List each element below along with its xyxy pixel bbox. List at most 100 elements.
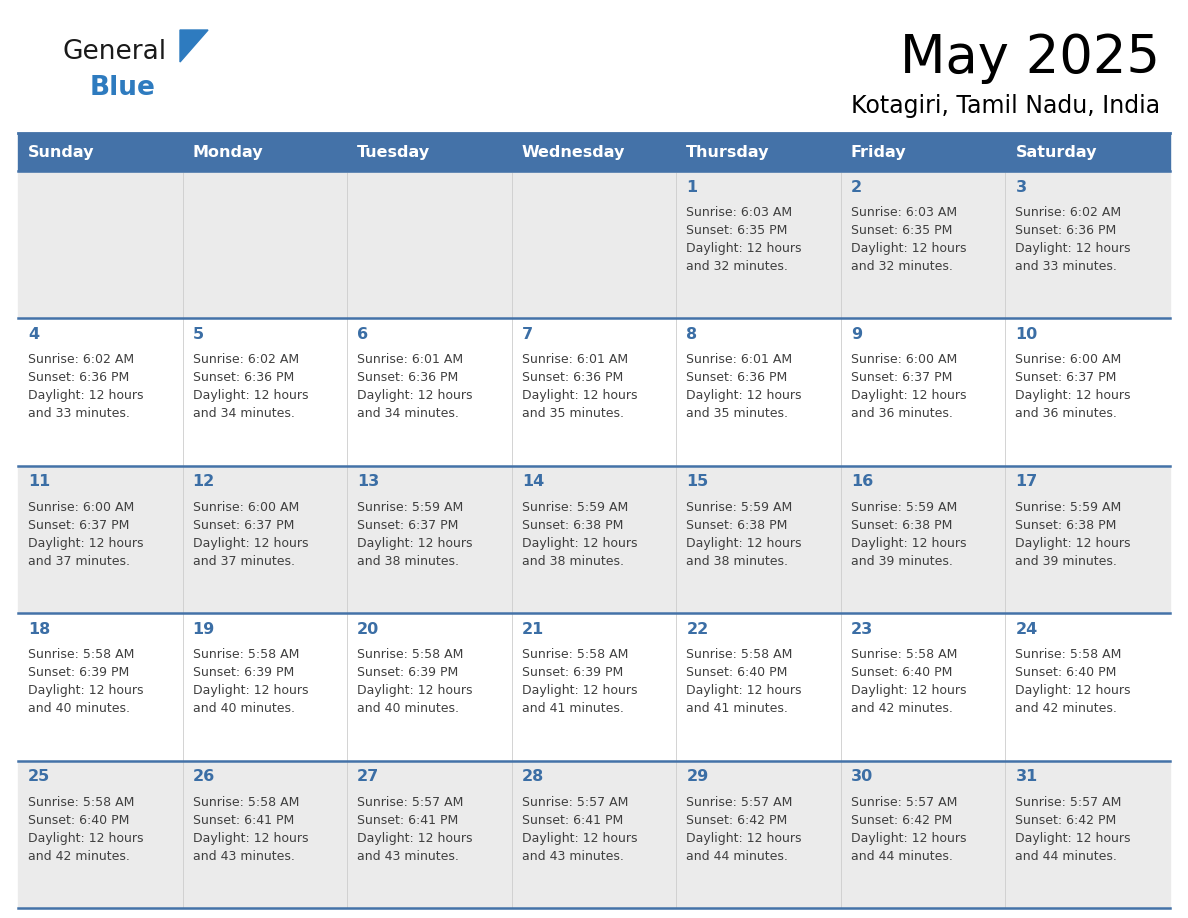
Text: Sunset: 6:38 PM: Sunset: 6:38 PM (687, 519, 788, 532)
Text: and 40 minutes.: and 40 minutes. (192, 702, 295, 715)
Text: Sunrise: 5:59 AM: Sunrise: 5:59 AM (522, 501, 628, 514)
Text: Monday: Monday (192, 144, 264, 160)
Text: and 40 minutes.: and 40 minutes. (29, 702, 129, 715)
Text: Sunset: 6:40 PM: Sunset: 6:40 PM (851, 666, 953, 679)
Text: Sunrise: 6:00 AM: Sunrise: 6:00 AM (29, 501, 134, 514)
Text: Sunrise: 6:01 AM: Sunrise: 6:01 AM (522, 353, 627, 366)
Bar (18, 133, 1170, 171)
Text: 19: 19 (192, 621, 215, 637)
Text: Sunset: 6:40 PM: Sunset: 6:40 PM (687, 666, 788, 679)
Text: and 34 minutes.: and 34 minutes. (192, 408, 295, 420)
Text: Friday: Friday (851, 144, 906, 160)
Text: 4: 4 (29, 327, 39, 341)
Text: 18: 18 (29, 621, 50, 637)
Text: and 36 minutes.: and 36 minutes. (851, 408, 953, 420)
Text: and 34 minutes.: and 34 minutes. (358, 408, 459, 420)
Text: and 44 minutes.: and 44 minutes. (851, 849, 953, 863)
Text: Daylight: 12 hours: Daylight: 12 hours (1016, 242, 1131, 255)
Text: Daylight: 12 hours: Daylight: 12 hours (29, 832, 144, 845)
Text: Daylight: 12 hours: Daylight: 12 hours (1016, 537, 1131, 550)
Text: Daylight: 12 hours: Daylight: 12 hours (192, 832, 308, 845)
Text: Wednesday: Wednesday (522, 144, 625, 160)
Bar (18, 465, 1170, 613)
Text: and 39 minutes.: and 39 minutes. (851, 554, 953, 568)
Text: 22: 22 (687, 621, 708, 637)
Text: Sunset: 6:37 PM: Sunset: 6:37 PM (192, 519, 293, 532)
Text: and 32 minutes.: and 32 minutes. (851, 260, 953, 273)
Text: Sunrise: 5:58 AM: Sunrise: 5:58 AM (358, 648, 463, 661)
Text: 26: 26 (192, 769, 215, 784)
Text: Daylight: 12 hours: Daylight: 12 hours (687, 684, 802, 697)
Text: Sunrise: 5:57 AM: Sunrise: 5:57 AM (687, 796, 792, 809)
Text: Sunset: 6:38 PM: Sunset: 6:38 PM (851, 519, 953, 532)
Text: Sunset: 6:37 PM: Sunset: 6:37 PM (1016, 372, 1117, 385)
Text: Daylight: 12 hours: Daylight: 12 hours (851, 832, 966, 845)
Text: Daylight: 12 hours: Daylight: 12 hours (192, 537, 308, 550)
Text: Daylight: 12 hours: Daylight: 12 hours (687, 242, 802, 255)
Text: Sunset: 6:38 PM: Sunset: 6:38 PM (1016, 519, 1117, 532)
Text: Daylight: 12 hours: Daylight: 12 hours (522, 832, 637, 845)
Text: Sunset: 6:39 PM: Sunset: 6:39 PM (358, 666, 459, 679)
Text: 1: 1 (687, 180, 697, 195)
Text: 15: 15 (687, 475, 708, 489)
Text: Daylight: 12 hours: Daylight: 12 hours (358, 389, 473, 402)
Text: and 42 minutes.: and 42 minutes. (29, 849, 129, 863)
Text: Sunrise: 6:02 AM: Sunrise: 6:02 AM (192, 353, 298, 366)
Text: Daylight: 12 hours: Daylight: 12 hours (687, 537, 802, 550)
Text: 2: 2 (851, 180, 862, 195)
Text: Daylight: 12 hours: Daylight: 12 hours (192, 684, 308, 697)
Text: Sunrise: 5:59 AM: Sunrise: 5:59 AM (358, 501, 463, 514)
Text: Sunset: 6:42 PM: Sunset: 6:42 PM (687, 813, 788, 826)
Text: Sunrise: 6:00 AM: Sunrise: 6:00 AM (1016, 353, 1121, 366)
Text: Sunrise: 5:59 AM: Sunrise: 5:59 AM (687, 501, 792, 514)
Text: Sunset: 6:36 PM: Sunset: 6:36 PM (29, 372, 129, 385)
Text: Tuesday: Tuesday (358, 144, 430, 160)
Text: 31: 31 (1016, 769, 1037, 784)
Text: Sunrise: 5:58 AM: Sunrise: 5:58 AM (851, 648, 958, 661)
Text: Sunrise: 6:02 AM: Sunrise: 6:02 AM (29, 353, 134, 366)
Bar (18, 319, 1170, 465)
Bar (18, 613, 1170, 761)
Text: Daylight: 12 hours: Daylight: 12 hours (522, 537, 637, 550)
Text: Sunrise: 6:00 AM: Sunrise: 6:00 AM (851, 353, 958, 366)
Bar (18, 171, 1170, 319)
Text: Daylight: 12 hours: Daylight: 12 hours (358, 537, 473, 550)
Text: 7: 7 (522, 327, 533, 341)
Text: Daylight: 12 hours: Daylight: 12 hours (29, 389, 144, 402)
Text: 13: 13 (358, 475, 379, 489)
Text: Sunrise: 6:03 AM: Sunrise: 6:03 AM (687, 206, 792, 219)
Text: 10: 10 (1016, 327, 1037, 341)
Text: and 42 minutes.: and 42 minutes. (851, 702, 953, 715)
Text: Sunrise: 5:58 AM: Sunrise: 5:58 AM (522, 648, 628, 661)
Text: and 41 minutes.: and 41 minutes. (522, 702, 624, 715)
Text: and 38 minutes.: and 38 minutes. (687, 554, 789, 568)
Text: Sunrise: 6:03 AM: Sunrise: 6:03 AM (851, 206, 958, 219)
Text: and 33 minutes.: and 33 minutes. (1016, 260, 1117, 273)
Text: Sunset: 6:35 PM: Sunset: 6:35 PM (851, 224, 953, 237)
Text: Sunrise: 5:58 AM: Sunrise: 5:58 AM (29, 648, 134, 661)
Text: Sunset: 6:42 PM: Sunset: 6:42 PM (1016, 813, 1117, 826)
Text: Saturday: Saturday (1016, 144, 1097, 160)
Text: Sunrise: 5:58 AM: Sunrise: 5:58 AM (192, 796, 299, 809)
Text: Daylight: 12 hours: Daylight: 12 hours (851, 389, 966, 402)
Text: Sunset: 6:36 PM: Sunset: 6:36 PM (687, 372, 788, 385)
Text: Sunrise: 5:59 AM: Sunrise: 5:59 AM (1016, 501, 1121, 514)
Text: and 43 minutes.: and 43 minutes. (522, 849, 624, 863)
Text: Sunset: 6:35 PM: Sunset: 6:35 PM (687, 224, 788, 237)
Text: 25: 25 (29, 769, 50, 784)
Text: Daylight: 12 hours: Daylight: 12 hours (851, 684, 966, 697)
Text: Sunset: 6:42 PM: Sunset: 6:42 PM (851, 813, 952, 826)
Text: Sunrise: 5:57 AM: Sunrise: 5:57 AM (522, 796, 628, 809)
Text: Daylight: 12 hours: Daylight: 12 hours (687, 832, 802, 845)
Text: 9: 9 (851, 327, 862, 341)
Text: and 43 minutes.: and 43 minutes. (358, 849, 459, 863)
Text: 14: 14 (522, 475, 544, 489)
Text: Sunset: 6:41 PM: Sunset: 6:41 PM (192, 813, 293, 826)
Text: Daylight: 12 hours: Daylight: 12 hours (522, 684, 637, 697)
Text: Sunset: 6:36 PM: Sunset: 6:36 PM (1016, 224, 1117, 237)
Text: Sunset: 6:36 PM: Sunset: 6:36 PM (192, 372, 293, 385)
Text: 27: 27 (358, 769, 379, 784)
Text: and 44 minutes.: and 44 minutes. (1016, 849, 1117, 863)
Text: Sunset: 6:36 PM: Sunset: 6:36 PM (522, 372, 623, 385)
Text: 8: 8 (687, 327, 697, 341)
